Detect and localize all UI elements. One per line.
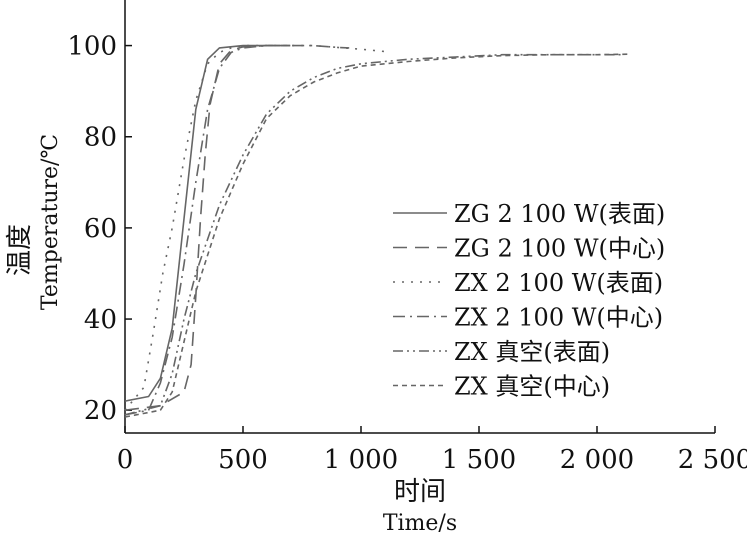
series-layer (124, 44, 628, 418)
x-tick-label: 1 500 (442, 445, 516, 475)
y-tick-label: 80 (84, 123, 117, 153)
legend-label-5: ZX 真空(表面) (454, 338, 610, 366)
legend-label-6: ZX 真空(中心) (454, 373, 610, 401)
series-line-1 (124, 44, 291, 402)
y-tick-label: 60 (84, 214, 117, 244)
legend-label-1: ZG 2 100 W(表面) (454, 200, 665, 228)
x-axis-title-cn: 时间 (394, 477, 446, 507)
legend-label-3: ZX 2 100 W(表面) (454, 269, 663, 297)
series-line-4 (124, 44, 350, 416)
series-line-6 (124, 53, 628, 418)
legend-label-4: ZX 2 100 W(中心) (454, 304, 663, 332)
x-tick-label: 1 000 (324, 445, 398, 475)
x-tick-label: 2 500 (678, 445, 747, 475)
y-tick-label: 40 (84, 305, 117, 335)
x-tick-label: 500 (218, 445, 268, 475)
axes: 0 500 1 000 1 500 2 000 2 500 20 40 60 80 100 (67, 0, 747, 475)
x-tick-label: 2 000 (560, 445, 634, 475)
series-line-2 (124, 44, 291, 411)
y-tick-label: 100 (67, 32, 117, 62)
y-tick-label: 20 (84, 396, 117, 426)
x-axis-title: Time/s (383, 511, 457, 533)
x-tick-label: 0 (117, 445, 134, 475)
legend-label-2: ZG 2 100 W(中心) (454, 235, 665, 263)
legend: ZG 2 100 W(表面) ZG 2 100 W(中心) ZX 2 100 W(表… (393, 200, 665, 401)
y-axis-title-cn: 温度 (5, 224, 35, 276)
series-line-5 (124, 53, 621, 416)
y-axis-title: Temperature/℃ (38, 134, 63, 310)
series-line-3 (124, 44, 385, 411)
